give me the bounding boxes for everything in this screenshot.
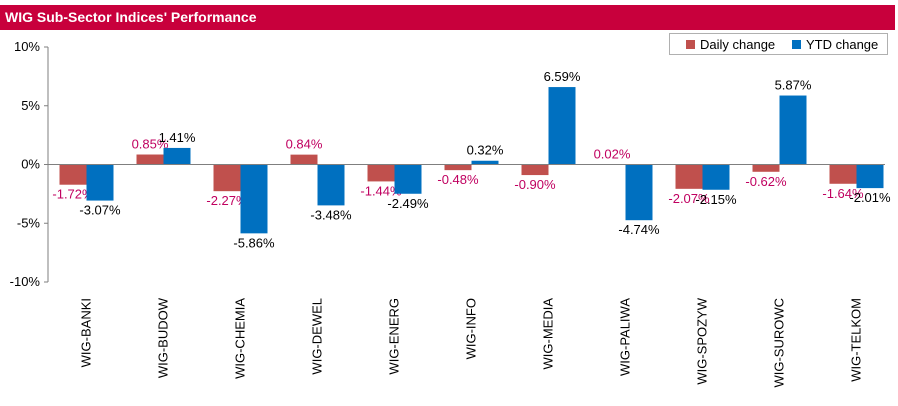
daily-change-bar: [213, 164, 241, 192]
ytd-change-bar: [394, 164, 422, 194]
ytd-change-bar: [163, 147, 191, 165]
chart-legend: Daily change YTD change: [669, 33, 888, 55]
y-tick-label: 10%: [14, 39, 40, 54]
daily-change-bar: [444, 164, 472, 171]
daily-change-data-label: -1.44%: [360, 183, 402, 198]
daily-change-bar: [59, 164, 87, 185]
chart-title-bar: WIG Sub-Sector Indices' Performance: [0, 5, 895, 30]
legend-item-daily: Daily change: [686, 37, 775, 53]
ytd-change-bar: [471, 160, 499, 165]
daily-change-data-label: -0.90%: [514, 177, 556, 192]
ytd-change-bar: [240, 164, 268, 234]
x-category-label: WIG-SUROWC: [772, 298, 787, 388]
ytd-change-data-label: -4.74%: [618, 222, 660, 237]
ytd-change-data-label: 6.59%: [544, 69, 581, 84]
ytd-change-bar: [702, 164, 730, 190]
x-category-label: WIG-SPOZYW: [695, 297, 710, 384]
legend-item-ytd: YTD change: [792, 37, 878, 53]
legend-swatch-ytd: [792, 40, 801, 49]
daily-change-data-label: -2.07%: [668, 191, 710, 206]
y-tick-label: 0%: [21, 157, 40, 172]
ytd-change-bar: [548, 87, 576, 165]
ytd-change-data-label: 0.32%: [467, 143, 504, 158]
daily-change-data-label: -0.48%: [437, 172, 479, 187]
daily-change-bar: [675, 164, 703, 189]
ytd-change-data-label: -2.01%: [849, 190, 891, 205]
y-tick-label: 5%: [21, 98, 40, 113]
x-category-label: WIG-BUDOW: [156, 297, 171, 378]
legend-label-ytd: YTD change: [806, 37, 879, 52]
daily-change-data-label: -0.62%: [745, 174, 787, 189]
daily-change-bar: [752, 164, 780, 172]
y-tick-label: -10%: [10, 274, 41, 289]
x-category-label: WIG-ENERG: [387, 298, 402, 375]
daily-change-data-label: 0.85%: [132, 137, 169, 152]
ytd-change-bar: [86, 164, 114, 201]
x-category-label: WIG-PALIWA: [618, 298, 633, 376]
daily-change-data-label: -1.64%: [822, 186, 864, 201]
ytd-change-data-label: -3.07%: [79, 203, 121, 218]
daily-change-bar: [136, 154, 164, 165]
daily-change-data-label: 0.02%: [594, 146, 631, 161]
ytd-change-bar: [856, 164, 884, 189]
y-tick-label: -5%: [17, 215, 41, 230]
legend-label-daily: Daily change: [700, 37, 776, 52]
x-category-label: WIG-TELKOM: [849, 298, 864, 382]
daily-change-bar: [829, 164, 857, 184]
x-category-label: WIG-CHEMIA: [233, 298, 248, 379]
daily-change-data-label: -2.27%: [206, 193, 248, 208]
ytd-change-data-label: 1.41%: [159, 130, 196, 145]
legend-swatch-daily: [686, 40, 695, 49]
x-category-label: WIG-DEWEL: [310, 298, 325, 375]
ytd-change-bar: [625, 164, 653, 221]
daily-change-data-label: -1.72%: [52, 187, 94, 202]
ytd-change-data-label: 5.87%: [775, 78, 812, 93]
daily-change-bar: [521, 164, 549, 176]
x-category-label: WIG-INFO: [464, 298, 479, 359]
x-category-label: WIG-MEDIA: [541, 298, 556, 370]
ytd-change-data-label: -2.15%: [695, 192, 737, 207]
daily-change-data-label: 0.84%: [286, 137, 323, 152]
ytd-change-bar: [317, 164, 345, 206]
x-category-label: WIG-BANKI: [79, 298, 94, 367]
ytd-change-data-label: -5.86%: [233, 235, 275, 250]
daily-change-bar: [290, 154, 318, 165]
ytd-change-data-label: -3.48%: [310, 207, 352, 222]
chart-title: WIG Sub-Sector Indices' Performance: [5, 9, 257, 25]
ytd-change-data-label: -2.49%: [387, 196, 429, 211]
ytd-change-bar: [779, 95, 807, 165]
daily-change-bar: [367, 164, 395, 182]
